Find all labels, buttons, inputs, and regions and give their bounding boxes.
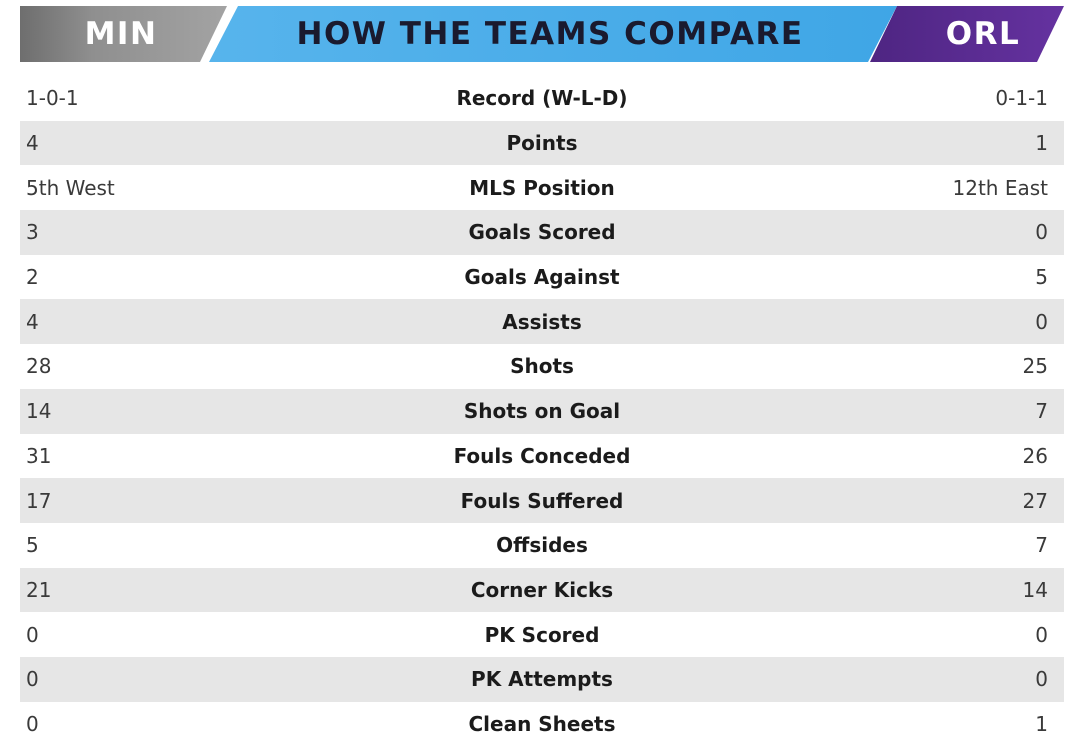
left-team-value: 0 (26, 711, 39, 736)
stat-row-fouls-suffered: 17 Fouls Suffered 27 (20, 478, 1064, 523)
right-team-value: 7 (1035, 399, 1048, 424)
right-team-name: ORL (945, 16, 1021, 52)
stat-label: Fouls Suffered (460, 488, 624, 513)
stat-row-goals-against: 2 Goals Against 5 (20, 255, 1064, 300)
right-team-value: 27 (1022, 488, 1048, 513)
stat-row-assists: 4 Assists 0 (20, 299, 1064, 345)
stat-row-mls-position: 5th West MLS Position 12th East (20, 165, 1064, 210)
stat-row-shots-on-goal: 14 Shots on Goal 7 (20, 388, 1064, 434)
stat-label: Clean Sheets (468, 711, 616, 736)
left-team-value: 5th West (26, 175, 115, 200)
left-team-value: 3 (26, 220, 39, 245)
left-team-value: 17 (26, 488, 52, 513)
stat-label: Goals Against (464, 265, 620, 290)
stat-label: Shots on Goal (463, 399, 621, 424)
comparison-title: HOW THE TEAMS COMPARE (296, 16, 804, 52)
stat-row-record: 1-0-1 Record (W-L-D) 0-1-1 (20, 76, 1064, 121)
header-bands (20, 6, 1064, 62)
stat-label: Assists (502, 309, 582, 334)
left-team-name: MIN (84, 16, 158, 52)
right-team-value: 0 (1035, 220, 1048, 245)
left-team-value: 2 (26, 265, 39, 290)
left-team-value: 4 (26, 309, 39, 334)
right-team-value: 0-1-1 (995, 86, 1048, 111)
stat-label: Goals Scored (468, 220, 616, 245)
right-team-value: 0 (1035, 667, 1048, 692)
left-team-value: 28 (26, 354, 52, 379)
stat-label: PK Scored (484, 622, 600, 647)
right-team-value: 7 (1035, 533, 1048, 558)
left-team-value: 0 (26, 622, 39, 647)
right-team-value: 0 (1035, 622, 1048, 647)
comparison-header: MIN HOW THE TEAMS COMPARE ORL (0, 0, 1084, 69)
stat-row-fouls-conceded: 31 Fouls Conceded 26 (20, 434, 1064, 479)
stat-label: Shots (510, 354, 574, 379)
stat-row-pk-attempts: 0 PK Attempts 0 (20, 656, 1064, 702)
left-team-value: 31 (26, 443, 52, 468)
stat-label: MLS Position (469, 175, 615, 200)
right-team-band (870, 6, 1064, 62)
stat-label: Points (506, 131, 578, 156)
right-team-value: 1 (1035, 131, 1048, 156)
left-team-band (20, 6, 227, 62)
stat-label: Offsides (496, 533, 588, 558)
right-team-value: 25 (1022, 354, 1048, 379)
stats-table: 1-0-1 Record (W-L-D) 0-1-1 4 Points 1 5t… (20, 76, 1064, 746)
stat-row-shots: 28 Shots 25 (20, 344, 1064, 389)
stat-row-offsides: 5 Offsides 7 (20, 523, 1064, 568)
left-team-value: 4 (26, 131, 39, 156)
left-team-value: 14 (26, 399, 52, 424)
stat-row-goals-scored: 3 Goals Scored 0 (20, 210, 1064, 255)
stat-label: Corner Kicks (470, 577, 614, 602)
right-team-value: 0 (1035, 309, 1048, 334)
stat-label: Record (W-L-D) (456, 86, 628, 111)
center-title-band (209, 6, 897, 62)
right-team-value: 5 (1035, 265, 1048, 290)
right-team-value: 1 (1035, 711, 1048, 736)
stat-row-clean-sheets: 0 Clean Sheets 1 (20, 702, 1064, 747)
stat-row-points: 4 Points 1 (20, 120, 1064, 166)
stat-label: PK Attempts (471, 667, 613, 692)
stat-row-corner-kicks: 21 Corner Kicks 14 (20, 567, 1064, 613)
left-team-value: 5 (26, 533, 39, 558)
left-team-value: 0 (26, 667, 39, 692)
right-team-value: 12th East (952, 175, 1048, 200)
left-team-value: 21 (26, 577, 52, 602)
left-team-value: 1-0-1 (26, 86, 79, 111)
stat-label: Fouls Conceded (453, 443, 631, 468)
stat-row-pk-scored: 0 PK Scored 0 (20, 612, 1064, 657)
right-team-value: 14 (1022, 577, 1048, 602)
right-team-value: 26 (1022, 443, 1048, 468)
